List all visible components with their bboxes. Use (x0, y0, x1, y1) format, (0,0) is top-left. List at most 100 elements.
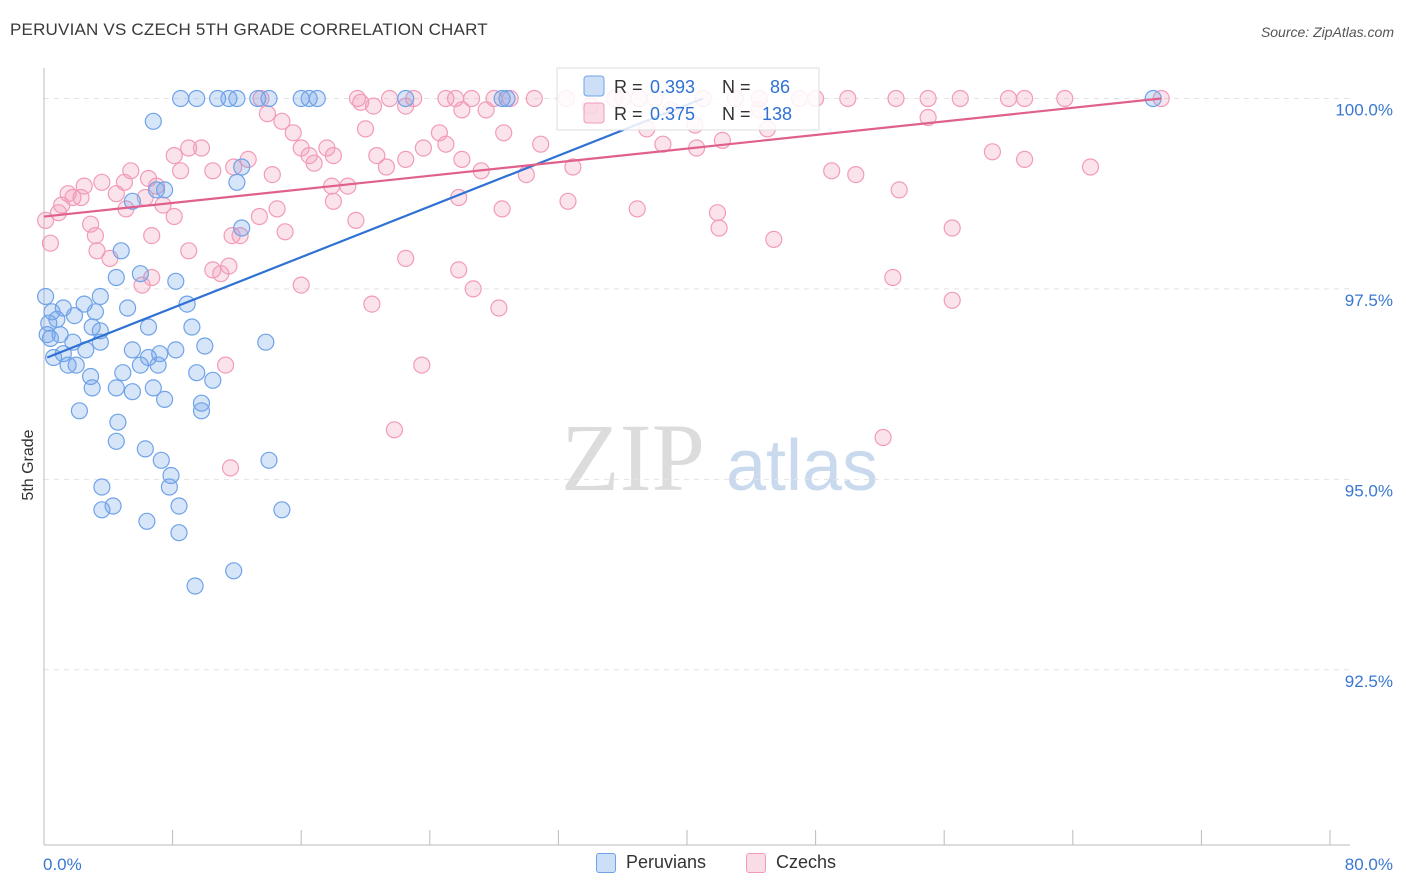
point-czechs-119 (464, 280, 482, 298)
point-peruvians-23 (131, 265, 149, 283)
point-peruvians-9 (308, 89, 326, 108)
source-label: Source: ZipAtlas.com (1260, 24, 1394, 40)
point-czechs-123 (943, 291, 961, 309)
point-czechs-115 (212, 265, 230, 283)
point-peruvians-73 (225, 562, 243, 580)
point-peruvians-50 (114, 364, 132, 382)
y-tick-label-0: 100.0% (1335, 100, 1393, 119)
point-czechs-100 (847, 166, 865, 184)
legend-n-value-peruvians: 86 (770, 77, 790, 97)
point-peruvians-52 (83, 379, 101, 397)
point-czechs-57 (180, 139, 198, 157)
point-czechs-49 (437, 135, 455, 153)
point-peruvians-83 (65, 307, 84, 325)
point-czechs-124 (217, 356, 235, 374)
legend-r-value-peruvians: 0.393 (650, 77, 695, 97)
point-czechs-110 (180, 242, 198, 260)
y-tick-labels: 100.0% 97.5% 95.0% 92.5% (1335, 100, 1393, 690)
point-peruvians-58 (192, 402, 211, 420)
point-czechs-48 (414, 139, 432, 157)
point-czechs-40 (258, 105, 276, 123)
point-czechs-2 (381, 89, 399, 108)
point-czechs-4 (437, 89, 455, 108)
point-czechs-21 (887, 89, 905, 108)
point-czechs-98 (765, 230, 783, 248)
point-czechs-122 (884, 268, 902, 287)
point-czechs-6 (463, 89, 481, 108)
point-czechs-126 (385, 421, 403, 439)
point-czechs-130 (305, 154, 323, 172)
point-czechs-32 (477, 101, 495, 119)
point-peruvians-85 (204, 371, 222, 389)
point-czechs-88 (324, 192, 342, 210)
point-peruvians-68 (93, 501, 111, 519)
legend-item-peruvians: Peruvians (596, 852, 706, 873)
point-peruvians-28 (86, 303, 105, 321)
point-peruvians-6 (260, 89, 278, 108)
trend-line-peruvians (46, 97, 704, 359)
point-peruvians-29 (118, 299, 137, 317)
point-peruvians-11 (493, 89, 511, 108)
point-czechs-135 (919, 108, 937, 127)
point-peruvians-12 (498, 89, 516, 108)
point-peruvians-15 (233, 158, 251, 176)
watermark-atlas: atlas (726, 426, 878, 506)
point-czechs-116 (292, 276, 310, 294)
point-peruvians-27 (91, 287, 109, 306)
point-czechs-55 (453, 150, 471, 168)
point-czechs-58 (192, 139, 211, 157)
point-czechs-127 (221, 459, 240, 477)
point-peruvians-4 (228, 89, 246, 108)
point-czechs-92 (347, 211, 365, 229)
point-peruvians-54 (123, 383, 141, 401)
legend-label-czechs: Czechs (776, 852, 837, 872)
point-czechs-69 (107, 185, 125, 203)
point-czechs-101 (890, 181, 908, 199)
point-czechs-87 (268, 200, 286, 218)
point-czechs-47 (495, 124, 513, 142)
point-czechs-59 (165, 147, 183, 165)
point-czechs-29 (364, 97, 383, 115)
point-czechs-23 (951, 89, 969, 108)
point-czechs-51 (324, 147, 342, 165)
legend-r-label: R = (614, 77, 643, 97)
series-legend: Peruvians Czechs (0, 852, 1406, 878)
point-czechs-31 (453, 101, 471, 119)
point-czechs-117 (397, 249, 415, 267)
point-peruvians-21 (112, 242, 130, 260)
point-czechs-28 (352, 93, 370, 111)
point-czechs-94 (493, 200, 511, 218)
point-czechs-125 (413, 356, 431, 374)
point-peruvians-32 (83, 318, 101, 336)
point-peruvians-22 (107, 268, 125, 287)
point-peruvians-24 (167, 272, 185, 290)
point-peruvians-77 (139, 348, 158, 367)
legend-r-label-2: R = (614, 104, 643, 124)
point-peruvians-57 (70, 402, 89, 420)
point-czechs-73 (72, 188, 90, 207)
point-czechs-121 (490, 299, 508, 317)
point-peruvians-46 (67, 356, 85, 374)
point-czechs-128 (874, 428, 892, 447)
point-czechs-53 (397, 150, 415, 168)
point-czechs-9 (525, 89, 543, 108)
x-tick-labels: 0.0% 80.0% (43, 855, 1393, 874)
point-czechs-132 (564, 158, 582, 176)
point-peruvians-66 (160, 478, 178, 496)
point-peruvians-59 (109, 413, 127, 431)
point-peruvians-1 (188, 89, 206, 108)
point-peruvians-62 (152, 451, 170, 469)
point-peruvians-69 (170, 497, 188, 515)
point-czechs-120 (363, 295, 381, 313)
point-czechs-104 (1015, 150, 1034, 168)
legend-label-peruvians: Peruvians (626, 852, 707, 872)
point-czechs-95 (559, 192, 577, 210)
point-peruvians-16 (228, 173, 246, 191)
legend-item-czechs: Czechs (746, 852, 836, 873)
point-peruvians-78 (107, 379, 125, 397)
point-peruvians-35 (51, 326, 69, 344)
point-peruvians-41 (257, 333, 275, 351)
point-peruvians-19 (123, 192, 141, 210)
point-peruvians-67 (104, 497, 122, 515)
